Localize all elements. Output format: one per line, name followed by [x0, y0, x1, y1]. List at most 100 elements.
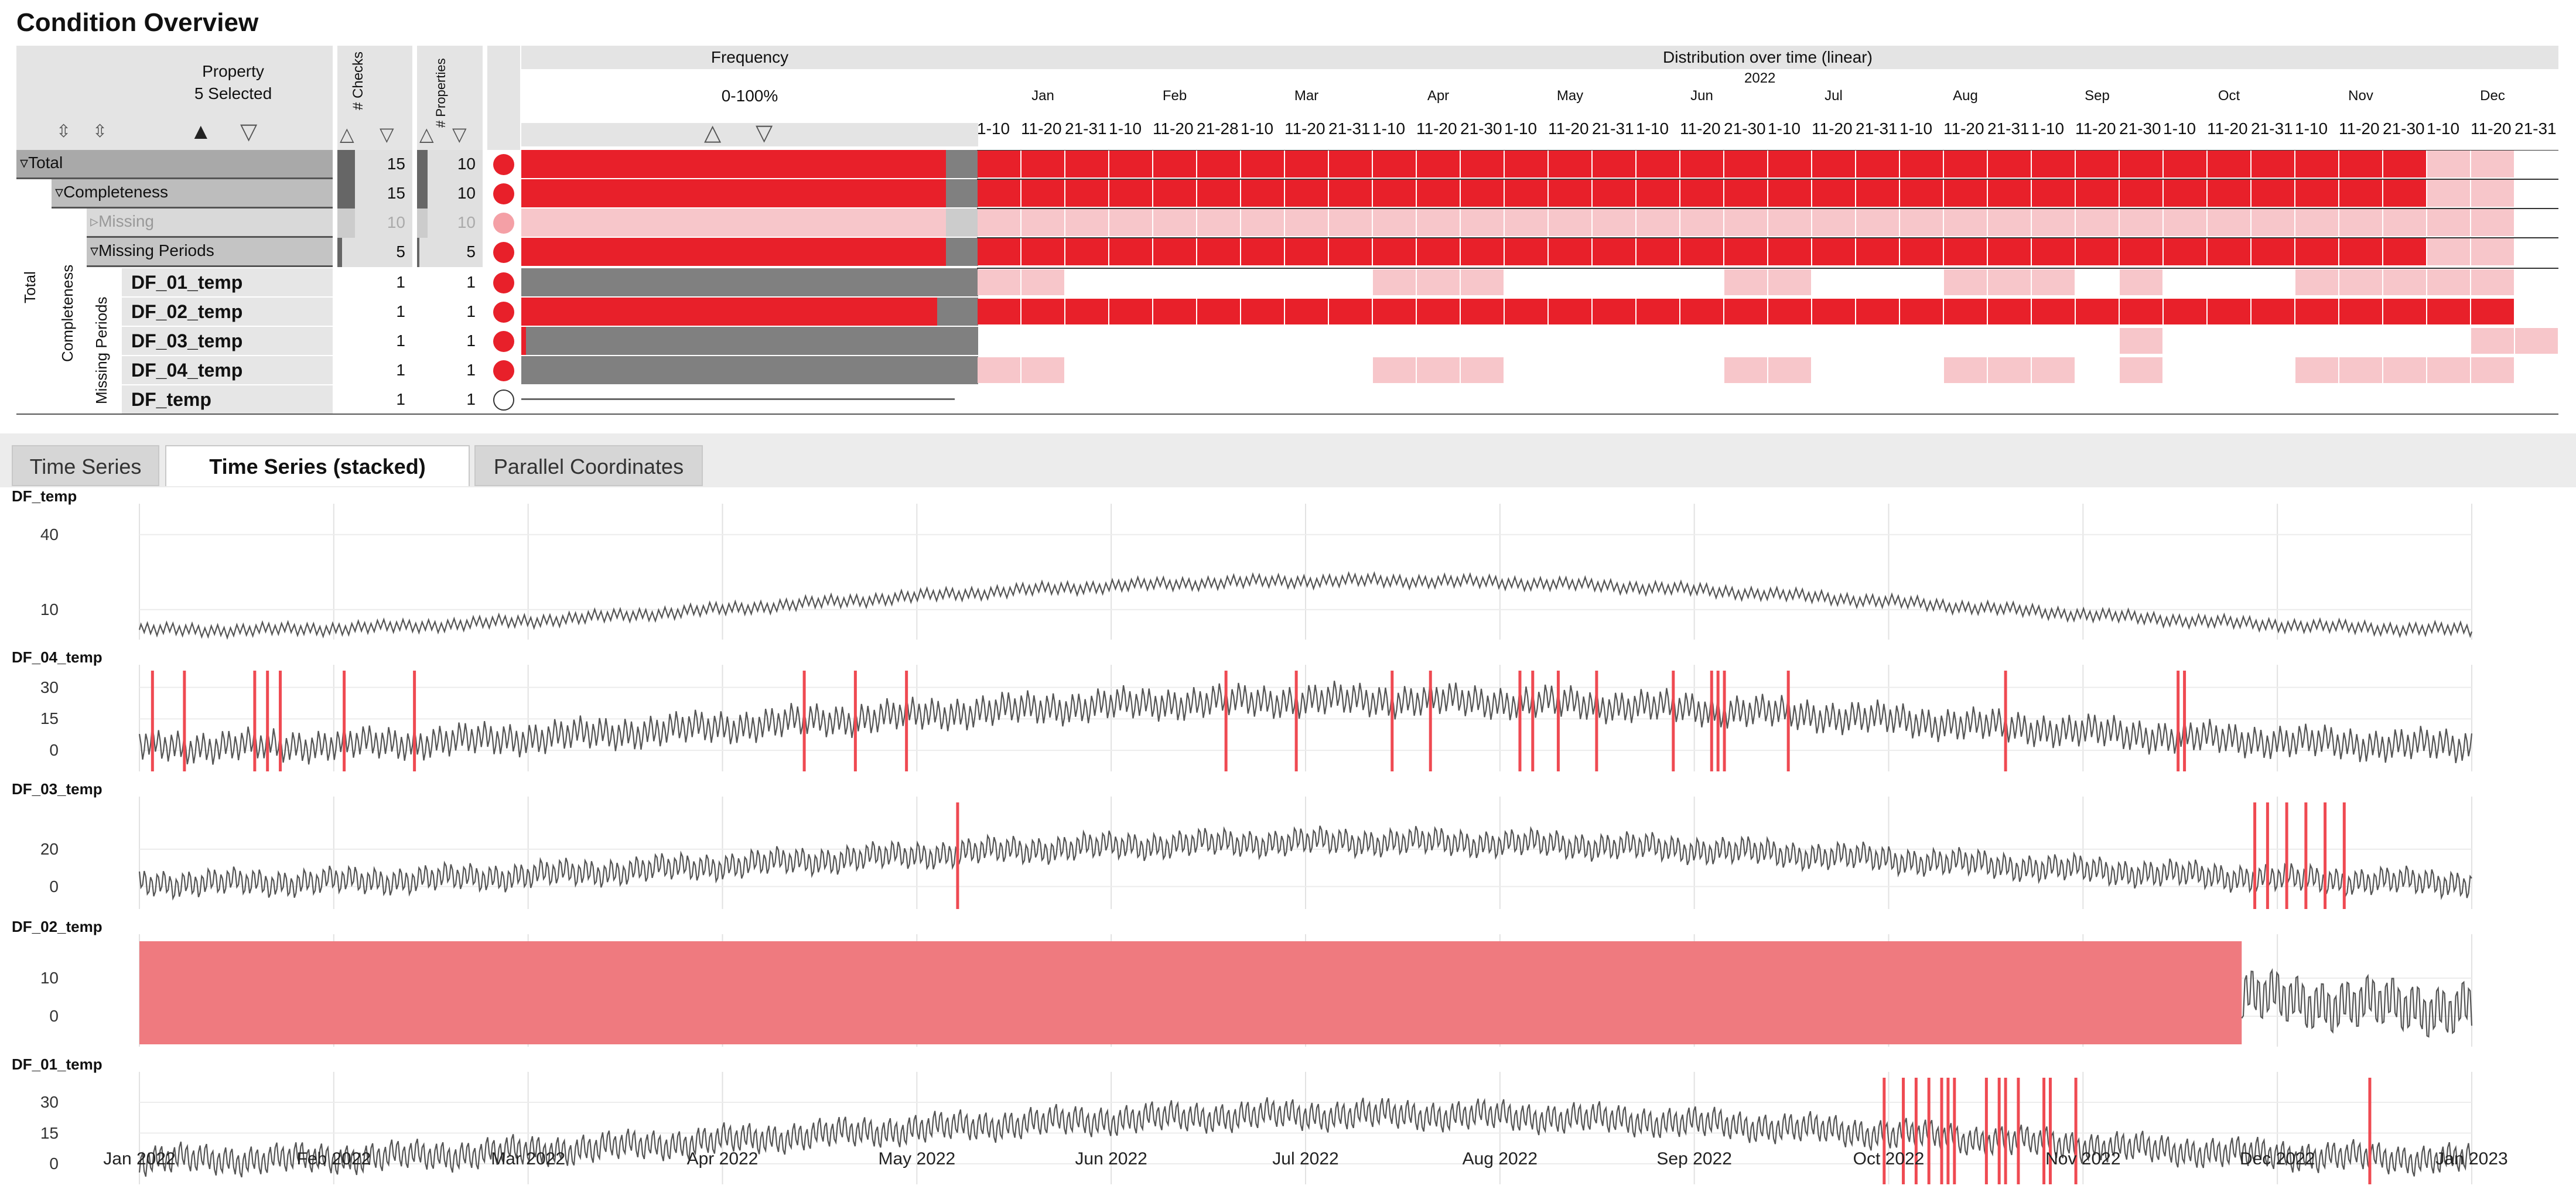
frequency-header-cell[interactable]	[521, 46, 978, 69]
x-tick-label: Oct 2022	[1853, 1149, 1925, 1168]
distribution-cell	[1417, 209, 1460, 236]
x-tick-label: Jan 2023	[2435, 1149, 2508, 1168]
distribution-cell	[2208, 180, 2250, 207]
y-tick-label: 40	[40, 525, 59, 544]
distribution-cell	[2295, 180, 2338, 207]
distribution-cell	[2032, 209, 2075, 236]
table-row-completeness[interactable]: ▿Completeness	[52, 179, 333, 209]
distribution-cell	[1153, 209, 1196, 236]
y-tick-label: 15	[40, 1123, 59, 1142]
collapse-icon[interactable]: ⇳	[93, 122, 108, 141]
tab-parallel-coordinates[interactable]: Parallel Coordinates	[474, 445, 703, 486]
distribution-cell	[1768, 238, 1811, 265]
sort-asc-icon[interactable]: ▽	[240, 119, 258, 144]
sort-desc-icon[interactable]: ▽	[452, 124, 467, 145]
status-dot	[493, 242, 514, 263]
missing-highlight	[343, 671, 346, 771]
sort-desc-icon[interactable]: ▽	[380, 124, 394, 145]
properties-value: 10	[457, 213, 476, 231]
plot-panel	[138, 504, 2473, 640]
frequency-range: 0-100%	[721, 87, 778, 105]
collapse-icon[interactable]: ⇳	[56, 122, 71, 141]
sort-desc-icon[interactable]: ▽	[756, 121, 773, 145]
table-row-df01[interactable]: DF_01_temp	[122, 268, 333, 298]
missing-highlight	[802, 671, 806, 771]
missing-highlight	[905, 671, 908, 771]
month-label: Aug	[1953, 88, 1978, 104]
distribution-cell	[1724, 357, 1767, 383]
distribution-cell	[2252, 238, 2294, 265]
distribution-cell	[1329, 151, 1372, 177]
distribution-cell	[1768, 269, 1811, 295]
distribution-cell	[1900, 209, 1943, 236]
distribution-cell	[1593, 180, 1635, 207]
distribution-cell	[2339, 238, 2382, 265]
table-row-df04[interactable]: DF_04_temp	[122, 356, 333, 385]
distribution-cell	[1241, 209, 1284, 236]
month-label: Jun	[1690, 88, 1713, 104]
sort-asc-icon[interactable]: △	[340, 124, 354, 145]
properties-header: # Properties	[433, 58, 448, 128]
distribution-cell	[1153, 299, 1196, 324]
expand-icon[interactable]: ▿	[90, 241, 99, 259]
properties-value: 5	[466, 242, 476, 261]
row-label: DF_04_temp	[131, 360, 243, 381]
decade-label: 1-10	[1636, 119, 1669, 138]
distribution-cell	[2120, 269, 2162, 295]
distribution-cell	[2032, 238, 2075, 265]
x-tick-label: Apr 2022	[686, 1149, 759, 1168]
distribution-cell	[1285, 180, 1328, 207]
distribution-cell	[2383, 180, 2426, 207]
distribution-cell	[2208, 151, 2250, 177]
table-row-missing[interactable]: ▹Missing	[87, 209, 333, 238]
missing-highlight	[1391, 671, 1394, 771]
properties-header-cell[interactable]	[417, 46, 483, 150]
distribution-cell	[978, 269, 1020, 295]
distribution-cell	[1944, 269, 1987, 295]
properties-value: 1	[466, 361, 476, 379]
sort-asc-icon[interactable]: △	[419, 124, 434, 145]
distribution-cell	[1505, 209, 1547, 236]
status-dot	[493, 390, 514, 411]
distribution-cell	[2120, 151, 2162, 177]
expand-icon[interactable]: ▿	[55, 183, 64, 201]
decade-label: 11-20	[1812, 119, 1853, 138]
distribution-cell	[1417, 151, 1460, 177]
missing-highlight	[2004, 1078, 2007, 1184]
frequency-bar-empty	[521, 398, 955, 400]
property-header: Property	[202, 62, 264, 80]
expand-icon[interactable]: ▹	[90, 212, 99, 230]
table-row-dftemp[interactable]: DF_temp	[122, 385, 333, 415]
checks-value: 1	[396, 361, 405, 379]
distribution-cell	[1944, 180, 1987, 207]
distribution-cell	[1593, 209, 1635, 236]
sort-asc-icon[interactable]: △	[704, 121, 722, 145]
distribution-cell	[2295, 269, 2338, 295]
distribution-cell	[2339, 299, 2382, 324]
properties-bar	[417, 179, 428, 209]
distribution-header-cell[interactable]	[977, 46, 2558, 69]
distribution-cell	[2339, 180, 2382, 207]
expand-icon[interactable]: ▿	[20, 153, 29, 172]
table-row-df03[interactable]: DF_03_temp	[122, 327, 333, 356]
properties-cell	[417, 327, 483, 356]
sort-desc-icon[interactable]: ▲	[190, 119, 212, 144]
distribution-cell	[2471, 180, 2514, 207]
property-header-cell[interactable]	[16, 46, 333, 150]
table-row-df02[interactable]: DF_02_temp	[122, 298, 333, 327]
row-label: DF_01_temp	[131, 272, 243, 293]
table-row-missing-periods[interactable]: ▿Missing Periods	[87, 238, 333, 267]
decade-label: 1-10	[1768, 119, 1801, 138]
table-row-total[interactable]: ▿Total	[16, 150, 333, 179]
distribution-cell	[1417, 238, 1460, 265]
vertical-label-total: Total	[21, 271, 39, 303]
tab-time-series-stacked[interactable]: Time Series (stacked)	[165, 445, 470, 486]
checks-header-cell[interactable]	[337, 46, 412, 150]
tab-time-series[interactable]: Time Series	[12, 445, 159, 486]
y-tick-label: 0	[49, 741, 59, 760]
checks-value: 10	[387, 213, 405, 231]
missing-highlight	[1953, 1078, 1956, 1184]
missing-highlight	[1946, 1078, 1950, 1184]
plot-title: DF_04_temp	[12, 648, 103, 666]
distribution-cell	[2339, 209, 2382, 236]
